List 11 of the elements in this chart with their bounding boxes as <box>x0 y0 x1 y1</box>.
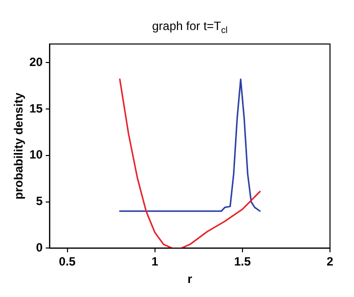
x-tick-label: 1.5 <box>234 254 252 269</box>
x-tick-label: 0.5 <box>58 254 76 269</box>
x-tick-label: 1 <box>152 254 158 269</box>
y-tick-label: 15 <box>29 101 44 116</box>
y-tick-label: 5 <box>36 194 44 208</box>
x-axis-title: r <box>188 272 193 286</box>
y-axis-title: probability density <box>12 92 26 200</box>
y-tick-label: 20 <box>29 54 44 69</box>
y-tick-label: 0 <box>36 240 44 255</box>
y-tick-label: 10 <box>29 148 44 162</box>
x-tick-label: 2 <box>326 254 334 269</box>
